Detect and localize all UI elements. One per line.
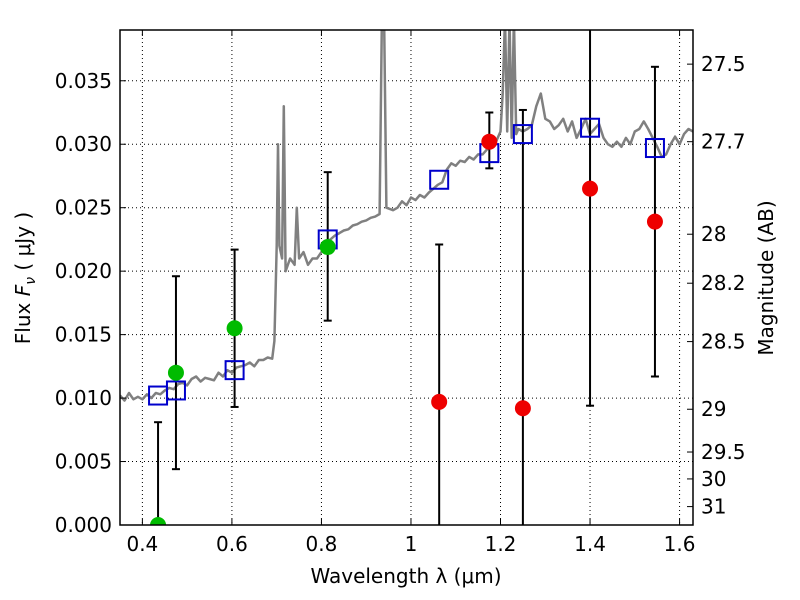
model-flux-square <box>148 385 169 406</box>
x-tick-label: 1.6 <box>664 532 696 556</box>
model-squares-group <box>148 117 665 406</box>
y-tick-label: 0.015 <box>55 323 112 347</box>
magnitude-tick-label: 28.5 <box>701 330 746 354</box>
x-axis-label: Wavelength λ (μm) <box>310 564 501 588</box>
x-tick-label: 0.6 <box>216 532 248 556</box>
x-tick-label: 1 <box>405 532 418 556</box>
sed-curve <box>120 30 693 402</box>
magnitude-tick-label: 27.5 <box>701 52 746 76</box>
x-tick-label: 0.4 <box>126 532 158 556</box>
y-tick-label: 0.005 <box>55 450 112 474</box>
y-axis-label-subscript: ν <box>23 277 39 285</box>
y-axis-label-suffix: ( μJy ) <box>11 212 35 277</box>
y-tick-label: 0.000 <box>55 513 112 537</box>
green-data-point <box>319 239 336 256</box>
green-data-point <box>150 517 167 525</box>
magnitude-tick-label: 29.5 <box>701 440 746 464</box>
plot-frame <box>119 29 694 526</box>
y-axis-label-symbol: F <box>11 284 35 296</box>
y-axis-label-prefix: Flux <box>11 296 35 344</box>
x-tick-label: 1.2 <box>485 532 517 556</box>
magnitude-tick-label: 28 <box>701 222 726 246</box>
y-tick-label: 0.030 <box>55 132 112 156</box>
sed-curve-group <box>120 30 693 402</box>
magnitude-tick-label: 31 <box>701 495 726 519</box>
y-axis-label: Flux Fν ( μJy ) <box>11 212 39 344</box>
error-bars-group <box>154 30 659 525</box>
red-data-point <box>582 180 599 197</box>
red-data-point <box>481 133 498 150</box>
magnitude-tick-label: 27.7 <box>701 130 746 154</box>
red-data-point <box>646 213 663 230</box>
model-flux-square <box>224 360 245 381</box>
x-tick-label: 0.8 <box>306 532 338 556</box>
green-data-point <box>167 364 184 381</box>
red-data-point <box>431 393 448 410</box>
magnitude-tick-label: 30 <box>701 467 726 491</box>
model-flux-square <box>165 380 186 401</box>
model-flux-square <box>429 169 450 190</box>
green-data-point <box>226 320 243 337</box>
model-flux-square <box>580 117 601 138</box>
model-flux-square <box>644 138 665 159</box>
y-tick-label: 0.020 <box>55 259 112 283</box>
y-tick-label: 0.025 <box>55 196 112 220</box>
magnitude-tick-label: 29 <box>701 397 726 421</box>
magnitude-tick-label: 28.2 <box>701 271 746 295</box>
y-tick-label: 0.010 <box>55 386 112 410</box>
model-flux-square <box>512 124 533 145</box>
grid-lines <box>120 30 693 526</box>
red-data-point <box>514 400 531 417</box>
magnitude-axis-label: Magnitude (AB) <box>754 200 778 355</box>
observed-points-group <box>150 133 663 525</box>
axis-ticks: 0.4 0.6 0.8 1 1.2 1.4 1.6 0.000 0.005 0.010 0.015 0… <box>55 30 746 556</box>
y-tick-label: 0.035 <box>55 69 112 93</box>
x-tick-label: 1.4 <box>574 532 606 556</box>
